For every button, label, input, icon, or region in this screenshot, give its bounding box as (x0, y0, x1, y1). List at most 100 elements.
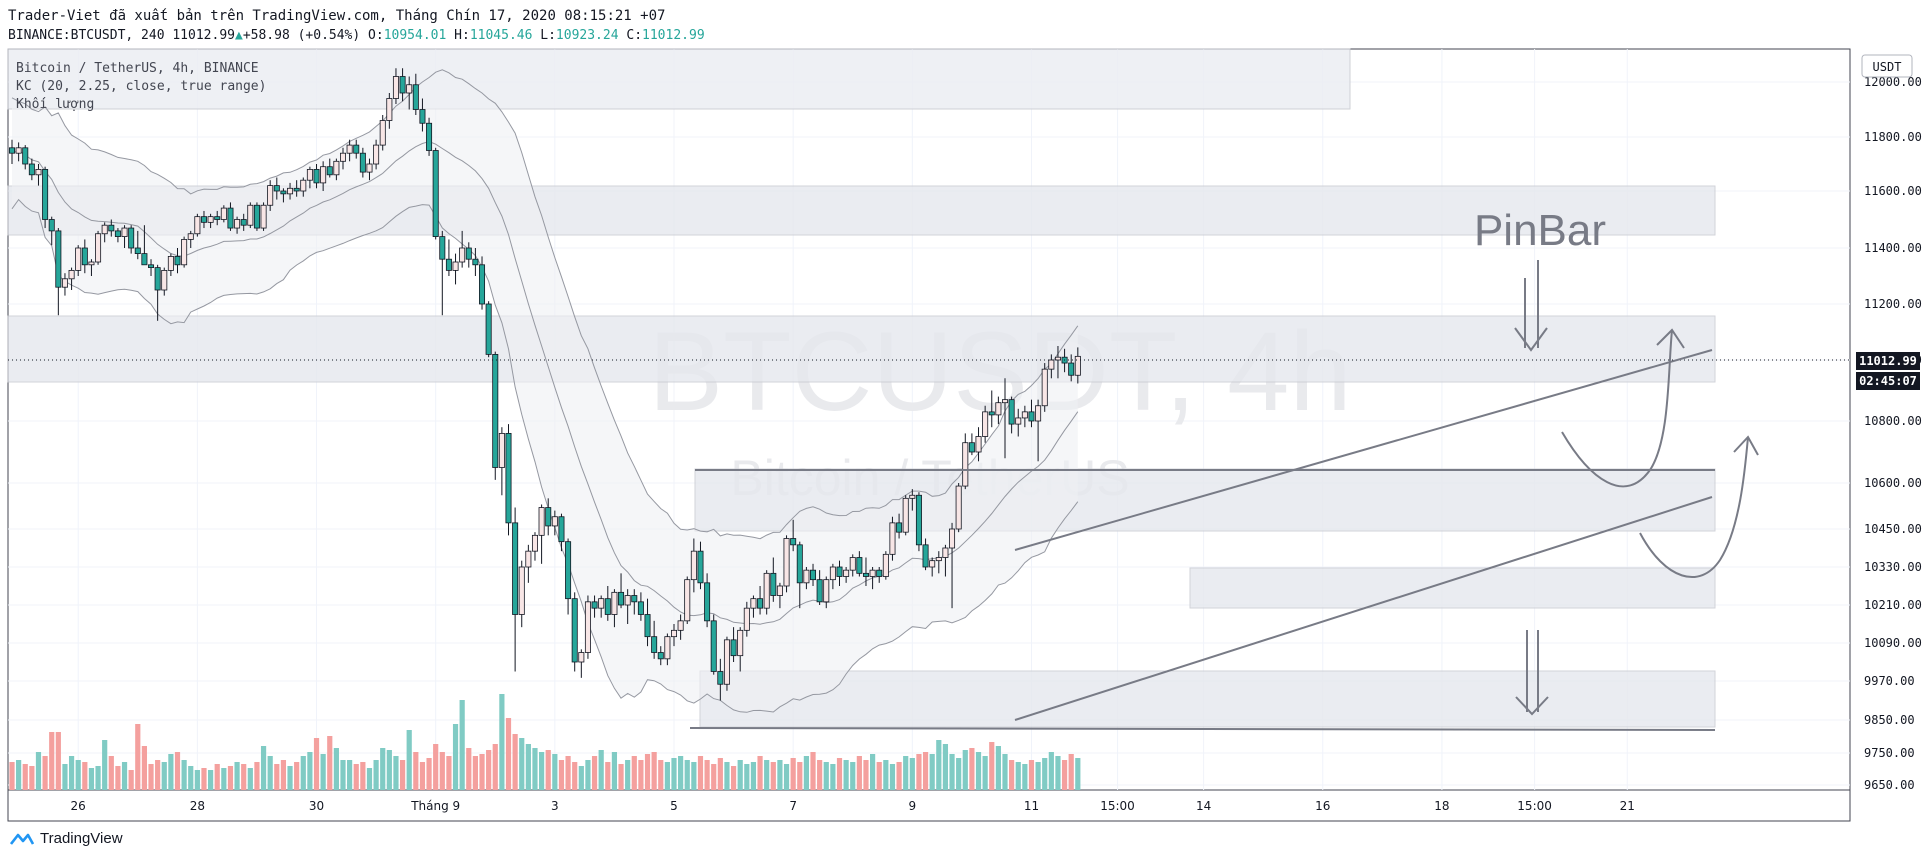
channel-upper-line[interactable] (1014, 349, 1713, 551)
candle-down (293, 187, 300, 192)
candle-up (1048, 359, 1055, 370)
candle-up (373, 144, 380, 165)
candle-down (128, 227, 135, 249)
candle-up (392, 76, 399, 99)
candle-down (604, 598, 611, 615)
candle-up (15, 147, 22, 154)
volume-bar (638, 760, 644, 790)
candle-up (829, 566, 836, 581)
volume-bar (353, 764, 359, 790)
candle-down (810, 569, 817, 581)
volume-bar (459, 700, 465, 790)
legend-symbol: Bitcoin / TetherUS, 4h, BINANCE (16, 61, 259, 76)
candle-up (452, 261, 459, 271)
time-tick-label: 28 (190, 799, 205, 813)
price-tick-label: 10210.00 (1864, 598, 1922, 612)
time-tick-label: 30 (309, 799, 324, 813)
projection-curve-2[interactable] (1639, 436, 1749, 578)
candle-up (333, 160, 340, 176)
candle-up (935, 557, 942, 562)
volume-bar (1009, 760, 1015, 790)
resistance-zone-11000 (7, 315, 1716, 383)
volume-bar (393, 756, 399, 790)
volume-bar (651, 752, 657, 790)
candle-up (518, 566, 525, 615)
volume-bar (155, 760, 161, 790)
time-tick-label: 3 (551, 799, 559, 813)
volume-bar (664, 762, 670, 790)
volume-bar (1035, 762, 1041, 790)
candle-up (101, 224, 108, 235)
candle-down (412, 84, 419, 110)
candle-up (551, 516, 558, 527)
candle-down (505, 432, 512, 524)
time-axis[interactable]: 26 28 30 Tháng 9 3 5 7 9 11 15:00 14 16 18 15:00 21 (71, 799, 1635, 813)
candle-down (657, 652, 664, 660)
volume-bar (380, 748, 386, 790)
volume-bar (221, 768, 227, 790)
price-axis[interactable]: 12000.00 11800.00 11600.00 11400.00 11200.00… (1864, 75, 1922, 792)
volume-bar (95, 766, 101, 790)
keltner-channel (11, 69, 1079, 713)
volume-bar (9, 762, 15, 790)
candle-down (280, 190, 287, 195)
volume-bar (260, 746, 267, 790)
candle-down (796, 544, 803, 584)
candle-down (359, 152, 366, 173)
candle-up (287, 187, 294, 195)
volume-bar (631, 756, 637, 790)
candle-up (578, 652, 585, 663)
pinbar-arrow-top-head[interactable] (1514, 327, 1548, 352)
candle-up (843, 569, 850, 577)
volume-bar (810, 752, 816, 790)
price-tick-label: 11400.00 (1864, 241, 1922, 255)
volume-bar (446, 756, 452, 790)
volume-bar (711, 764, 717, 790)
candle-up (909, 494, 916, 499)
candle-up (538, 507, 545, 536)
projection-arrowhead-1[interactable] (1656, 328, 1685, 349)
candle-up (611, 591, 618, 615)
volume-bar (744, 764, 750, 790)
price-chart[interactable]: BTCUSDT, 4h Bitcoin / TetherUS PinBar Bi… (0, 48, 1932, 828)
candle-up (194, 216, 201, 235)
volume-bar (929, 754, 935, 790)
volume-bar (724, 762, 730, 790)
drawings[interactable] (689, 260, 1759, 731)
volume-bar (605, 762, 611, 790)
up-arrow-icon: ▲ (234, 28, 243, 43)
time-tick-label: 11 (1024, 799, 1039, 813)
volume-bar (1028, 760, 1035, 790)
candle-down (717, 671, 724, 685)
projection-curve-1[interactable] (1561, 329, 1673, 488)
volume-bar (1022, 764, 1028, 790)
pinbar-arrow-bottom[interactable] (1515, 630, 1549, 716)
candle-up (1002, 399, 1009, 404)
footer: TradingView (10, 830, 123, 847)
candle-down (28, 163, 35, 176)
volume-bar (969, 748, 975, 790)
high-value: 11045.46 (469, 28, 533, 43)
pinbar-arrow-bottom-head[interactable] (1515, 696, 1549, 716)
volume-bar (360, 762, 366, 790)
volume-bar (545, 750, 551, 790)
volume-bar (817, 760, 823, 790)
volume-bar (671, 758, 677, 790)
volume-bar (108, 756, 114, 790)
time-tick-label: 7 (789, 799, 797, 813)
pinbar-arrow-top[interactable] (1514, 260, 1548, 352)
keltner-upper (11, 69, 1079, 540)
volume-bar (916, 754, 922, 790)
price-tick-label: 10330.00 (1864, 560, 1922, 574)
volume-bar (1061, 760, 1068, 790)
support-line[interactable] (689, 727, 1716, 731)
candle-up (1015, 417, 1022, 425)
candle-down (22, 147, 29, 165)
last-price-label: 11012.99 (1859, 354, 1917, 368)
candle-down (1068, 362, 1075, 376)
volume-bar (188, 766, 194, 790)
currency-badge[interactable] (1861, 54, 1913, 78)
projection-arrowhead-2[interactable] (1733, 435, 1759, 456)
volume-bars (9, 694, 1081, 790)
channel-lower-line[interactable] (1014, 496, 1713, 721)
